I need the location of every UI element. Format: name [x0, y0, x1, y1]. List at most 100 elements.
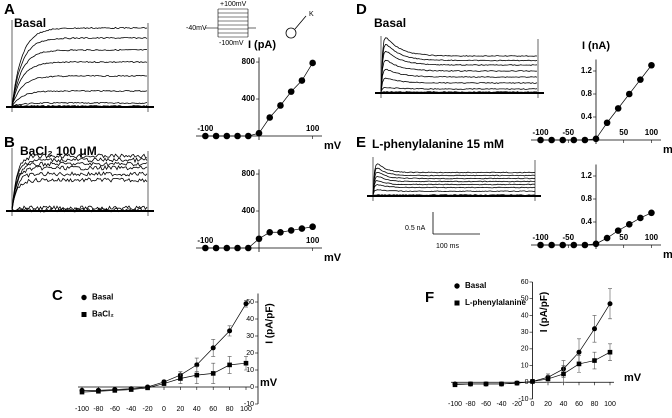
- trace: [380, 37, 538, 93]
- x-tick-label: 20: [544, 401, 552, 408]
- data-point: [625, 221, 633, 228]
- protocol-label: -100mV: [219, 40, 244, 47]
- trace: [372, 176, 536, 195]
- y-axis-label: I (pA/pF): [539, 292, 550, 333]
- x-tick-label: 0: [531, 401, 535, 408]
- legend-marker: [81, 312, 87, 317]
- data-point: [128, 387, 134, 392]
- data-point: [244, 132, 252, 140]
- data-point: [202, 132, 209, 140]
- x-tick-label: -100: [448, 401, 462, 408]
- panel-label: A: [4, 1, 15, 18]
- cell-label: K: [309, 11, 314, 18]
- trace: [11, 101, 148, 107]
- trace: [380, 59, 538, 93]
- data-point: [648, 61, 655, 69]
- trace: [372, 189, 536, 196]
- y-tick-label: 0.8: [581, 89, 593, 98]
- legend-marker: [454, 283, 460, 289]
- data-point: [266, 228, 274, 236]
- y-tick-label: 50: [246, 299, 254, 306]
- y-tick-label: 10: [521, 362, 529, 369]
- data-point: [483, 381, 489, 387]
- data-point: [545, 376, 551, 382]
- data-point: [227, 362, 232, 368]
- trace: [11, 36, 148, 106]
- data-point: [298, 77, 306, 84]
- x-tick-label: 50: [619, 128, 628, 137]
- y-tick-label: 40: [521, 312, 529, 319]
- data-point: [570, 136, 578, 144]
- data-point: [614, 105, 622, 112]
- data-point: [607, 301, 613, 307]
- legend-label: Basal: [92, 293, 113, 302]
- y-tick-label: 800: [242, 169, 256, 178]
- x-tick-label: -80: [93, 406, 103, 413]
- x-tick-label: 50: [619, 233, 628, 242]
- x-tick-label: -100: [197, 124, 214, 133]
- data-point: [202, 244, 209, 252]
- data-point: [309, 223, 316, 231]
- y-tick-label: 400: [242, 206, 256, 215]
- x-tick-label: -20: [143, 406, 153, 413]
- x-tick-label: 40: [193, 406, 201, 413]
- trace: [11, 157, 148, 210]
- data-point: [145, 385, 150, 391]
- trace: [11, 161, 148, 209]
- data-point: [614, 227, 622, 234]
- data-point: [592, 135, 600, 143]
- trace: [11, 89, 148, 107]
- panel-label: C: [52, 287, 63, 304]
- panel-label: B: [4, 134, 15, 151]
- data-point: [576, 349, 582, 355]
- x-tick-label: -60: [110, 406, 120, 413]
- trace-label: Basal: [374, 16, 406, 30]
- panel-label: E: [356, 134, 366, 151]
- x-tick-label: 100: [240, 406, 252, 413]
- data-point: [514, 380, 520, 386]
- x-tick-label: -60: [481, 401, 491, 408]
- y-tick-label: 800: [242, 57, 256, 66]
- data-point: [637, 76, 644, 83]
- x-tick-label: 0: [162, 406, 166, 413]
- trace-label: Basal: [14, 16, 46, 30]
- data-point: [287, 227, 295, 234]
- data-point: [603, 234, 611, 242]
- data-point: [548, 136, 555, 144]
- data-point: [603, 119, 611, 127]
- data-point: [559, 136, 567, 144]
- trace-label: BaCl₂ 100 μM: [20, 144, 97, 158]
- trace: [372, 184, 536, 195]
- legend-marker: [454, 300, 460, 306]
- current-traces: [6, 20, 544, 216]
- x-axis-label: mV: [663, 249, 672, 261]
- data-point: [625, 90, 633, 98]
- data-point: [161, 381, 167, 386]
- trace: [11, 171, 148, 210]
- x-axis-label: mV: [324, 140, 342, 152]
- y-tick-label: 30: [246, 333, 254, 340]
- y-axis-label: I (nA): [582, 40, 610, 52]
- data-point: [212, 132, 220, 140]
- trace: [11, 165, 148, 209]
- trace: [372, 180, 535, 196]
- x-tick-label: -80: [465, 401, 475, 408]
- data-point: [210, 371, 216, 376]
- x-tick-label: -100: [533, 128, 550, 137]
- data-point: [581, 136, 589, 144]
- data-point: [266, 114, 274, 121]
- x-axis-label: mV: [324, 252, 342, 264]
- trace: [372, 172, 536, 196]
- protocol-label: -40mV: [186, 25, 207, 32]
- y-tick-label: 400: [242, 94, 256, 103]
- y-axis-label: I (pA/pF): [265, 303, 276, 344]
- data-point: [607, 349, 613, 355]
- data-point: [592, 240, 600, 248]
- x-tick-label: -100: [197, 236, 214, 245]
- y-tick-label: 1.2: [581, 171, 593, 180]
- trace: [380, 50, 538, 93]
- x-tick-label: -50: [562, 128, 574, 137]
- y-tick-label: -10: [244, 401, 254, 408]
- x-tick-label: 80: [591, 401, 599, 408]
